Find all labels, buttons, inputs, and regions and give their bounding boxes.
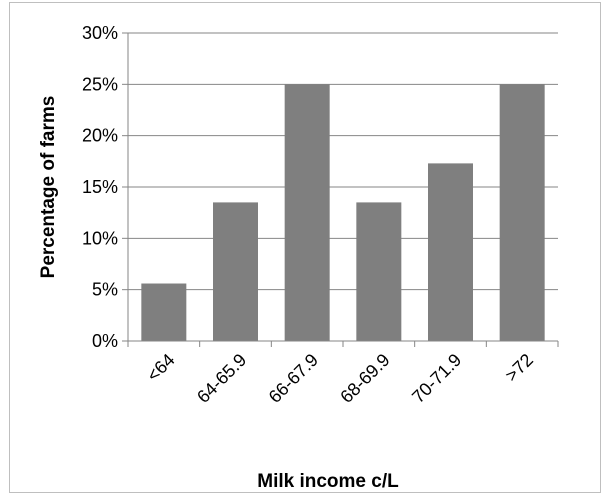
y-tick-label: 20% [82,126,118,146]
bar [499,84,545,341]
axes [122,32,559,347]
x-tick-label: 64-65.9 [193,350,250,407]
bar [284,84,330,341]
x-tick-labels: <64 64-65.9 66-67.9 68-69.9 70-71.9 >72 [143,350,537,407]
x-tick-label: >72 [501,350,537,386]
x-tick-label: 70-71.9 [408,350,465,407]
x-tick-label: 68-69.9 [336,350,393,407]
bar [356,202,402,341]
y-tick-label: 10% [82,228,118,248]
x-tick-label: 66-67.9 [265,350,322,407]
y-tick-labels: 0% 5% 10% 15% 20% 25% 30% [82,23,118,351]
y-tick-label: 25% [82,74,118,94]
bar [428,163,473,341]
x-tick-label: <64 [143,350,179,386]
y-tick-label: 0% [92,331,118,351]
x-axis-title: Milk income c/L [257,471,399,492]
y-tick-label: 5% [92,280,118,300]
gridlines [128,32,558,291]
bar [213,202,258,341]
y-tick-label: 30% [82,23,118,43]
y-tick-label: 15% [82,177,118,197]
bars [141,84,545,341]
y-axis-title: Percentage of farms [38,96,59,279]
bar [141,283,187,341]
